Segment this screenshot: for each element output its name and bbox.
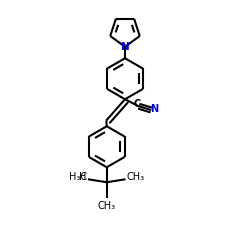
Text: N: N bbox=[150, 104, 158, 115]
Text: CH₃: CH₃ bbox=[98, 202, 116, 211]
Text: CH₃: CH₃ bbox=[127, 172, 145, 182]
Text: N: N bbox=[120, 42, 130, 52]
Text: H: H bbox=[80, 172, 87, 182]
Text: C: C bbox=[134, 99, 141, 109]
Text: H₃C: H₃C bbox=[68, 172, 87, 182]
